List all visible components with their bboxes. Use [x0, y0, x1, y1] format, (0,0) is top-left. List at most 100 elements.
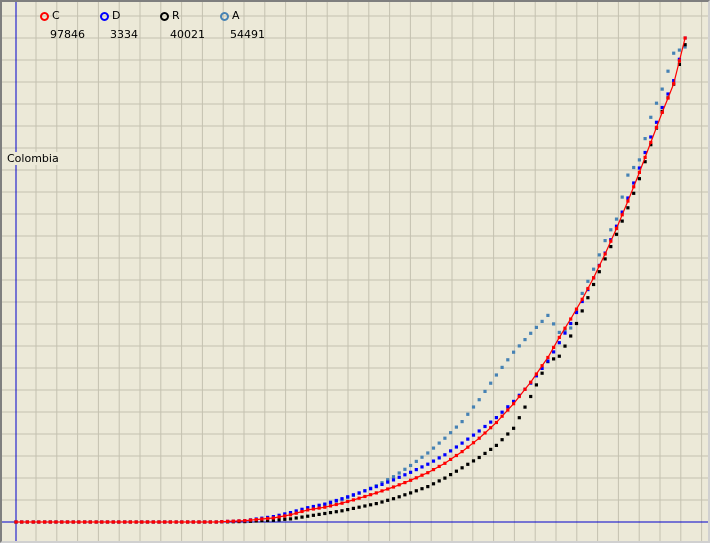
data-point-d [614, 224, 619, 228]
data-point-a [512, 350, 516, 354]
data-point-d [540, 366, 544, 370]
data-point-c [351, 498, 355, 502]
data-point-c [14, 520, 18, 524]
data-point-c [431, 468, 436, 472]
data-point-a [380, 481, 384, 485]
data-point-d [546, 359, 550, 363]
data-point-c [534, 372, 538, 376]
data-point-c [151, 520, 155, 524]
data-point-c [546, 355, 550, 360]
data-point-c [426, 471, 430, 475]
data-point-a [414, 459, 418, 463]
legend-label-r: R [172, 9, 180, 22]
data-point-c [500, 414, 504, 418]
data-point-c [660, 110, 664, 114]
data-point-c [443, 461, 447, 465]
data-point-a [597, 253, 601, 257]
data-point-c [180, 520, 184, 524]
data-point-a [609, 228, 613, 232]
legend-label-d: D [112, 9, 121, 22]
data-point-c [512, 402, 516, 406]
data-point-c [20, 520, 24, 524]
legend-value-d: 3334 [110, 28, 138, 41]
data-point-d [426, 462, 430, 466]
data-point-c [437, 464, 441, 468]
data-point-d [643, 150, 647, 155]
data-point-c [494, 420, 498, 425]
data-point-r [649, 143, 653, 147]
data-point-d [672, 79, 676, 83]
data-point-d [489, 420, 493, 424]
data-point-c [637, 170, 641, 174]
data-point-c [374, 491, 378, 495]
data-point-r [311, 513, 315, 517]
data-point-a [540, 319, 544, 323]
data-point-c [414, 476, 418, 480]
data-point-c [168, 520, 172, 524]
data-point-a [569, 326, 573, 330]
data-point-c [134, 520, 138, 524]
data-point-a [660, 87, 664, 91]
data-point-d [363, 489, 367, 493]
data-point-d [328, 500, 333, 504]
data-point-a [454, 425, 458, 429]
data-point-c [334, 502, 338, 507]
data-point-r [403, 493, 407, 497]
data-point-r [443, 476, 447, 480]
data-point-r [512, 426, 516, 430]
data-point-c [523, 387, 527, 391]
data-point-a [677, 48, 681, 52]
data-point-c [83, 520, 87, 524]
legend-marker-r [160, 12, 169, 21]
legend-marker-a [220, 12, 229, 21]
data-point-d [471, 433, 476, 437]
data-point-c [580, 297, 584, 301]
data-point-c [243, 519, 247, 523]
data-point-c [666, 96, 670, 100]
data-point-a [397, 471, 401, 475]
data-point-c [128, 520, 132, 524]
data-point-r [340, 509, 344, 513]
data-point-c [60, 520, 64, 524]
data-point-r [477, 455, 481, 460]
data-point-c [54, 520, 58, 524]
data-point-r [397, 495, 401, 499]
legend-label-a: A [232, 9, 240, 22]
data-point-r [437, 479, 441, 483]
data-point-c [191, 520, 195, 524]
data-point-d [637, 166, 641, 170]
data-point-c [649, 140, 653, 144]
data-point-a [614, 217, 619, 221]
data-point-c [672, 82, 676, 86]
data-point-r [620, 219, 624, 223]
data-point-d [357, 491, 361, 495]
data-point-a [552, 322, 556, 326]
data-point-c [277, 515, 281, 519]
data-point-a [632, 165, 636, 170]
data-point-c [77, 520, 81, 524]
data-point-a [386, 478, 390, 482]
data-point-a [437, 441, 441, 445]
data-point-d [654, 120, 659, 124]
data-point-c [369, 493, 373, 497]
data-point-c [420, 473, 424, 477]
legend-value-a: 54491 [230, 28, 265, 41]
data-point-c [340, 501, 344, 505]
data-point-r [260, 519, 264, 523]
data-point-c [226, 519, 230, 523]
data-point-c [317, 506, 321, 510]
data-point-r [597, 270, 601, 274]
data-point-c [260, 517, 264, 521]
data-point-c [380, 489, 384, 493]
data-point-c [214, 520, 218, 524]
data-point-r [283, 517, 287, 521]
data-point-c [140, 520, 144, 524]
data-point-d [288, 511, 293, 515]
data-point-r [351, 506, 355, 510]
data-point-c [557, 335, 561, 339]
data-point-r [363, 504, 367, 508]
data-point-d [580, 299, 584, 304]
legend-marker-c [40, 12, 49, 21]
data-point-r [614, 232, 619, 236]
